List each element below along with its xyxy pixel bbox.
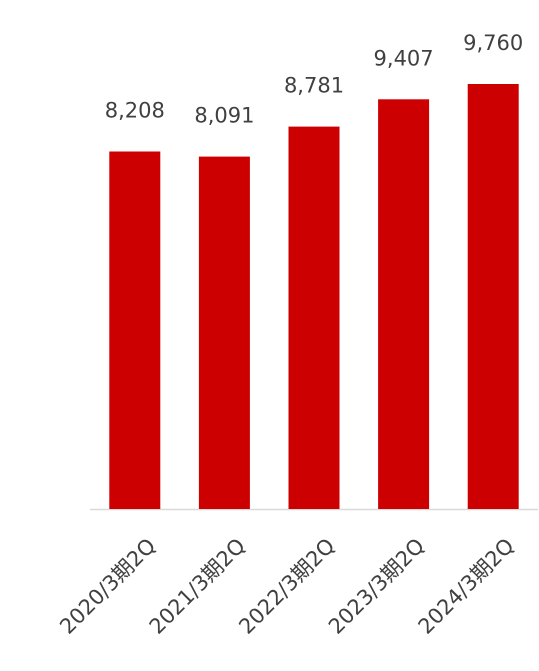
bar-3 xyxy=(288,126,340,509)
data-label-3: 8,781 xyxy=(284,74,344,98)
data-labels: 8,208 8,091 8,781 9,407 9,760 xyxy=(105,31,524,128)
bar-2 xyxy=(198,156,250,509)
data-label-2: 8,091 xyxy=(194,104,254,128)
bar-1 xyxy=(109,151,161,509)
data-label-4: 9,407 xyxy=(374,46,434,70)
bar-5 xyxy=(467,84,519,509)
x-tick-label-5: 2024/3期2Q xyxy=(414,534,519,639)
x-tick-labels: 2020/3期2Q2021/3期2Q2022/3期2Q2023/3期2Q2024… xyxy=(55,534,519,639)
data-label-1: 8,208 xyxy=(105,99,165,123)
data-label-5: 9,760 xyxy=(463,31,523,55)
bar-4 xyxy=(378,99,430,510)
bar-series xyxy=(109,84,519,510)
